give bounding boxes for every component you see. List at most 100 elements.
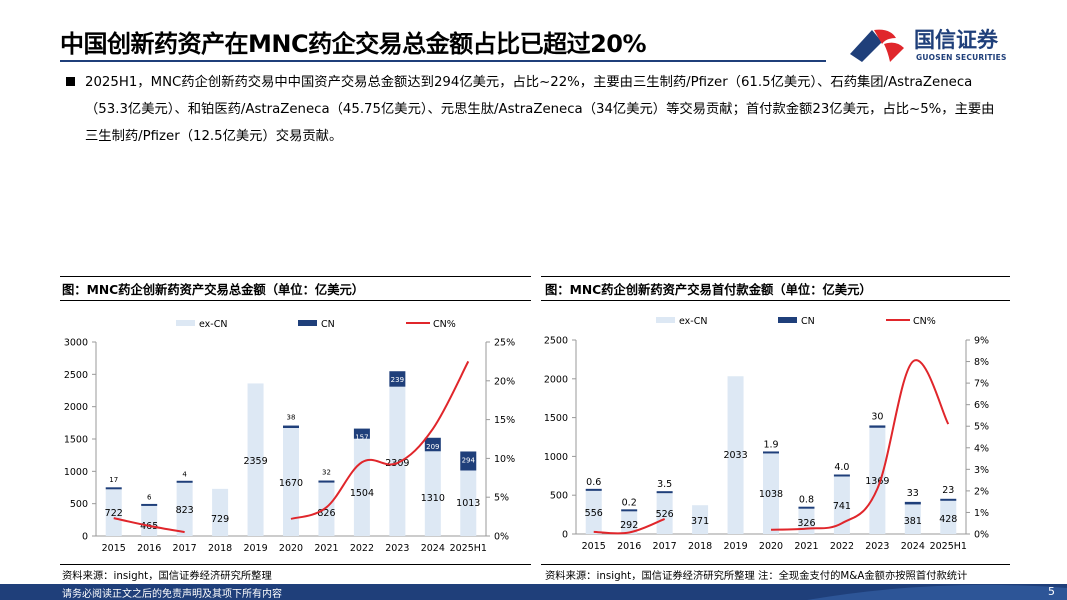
y2-tick-label: 10% (494, 454, 515, 465)
y2-tick-label: 7% (974, 379, 989, 390)
legend-label-cn: CN (321, 319, 335, 330)
bar-cn (798, 506, 815, 509)
bar-ex-cn (247, 383, 264, 536)
legend-swatch-cn (298, 320, 317, 326)
bar-cn (833, 474, 850, 477)
bar-ex-cn (692, 505, 709, 534)
data-label-cn: 17 (109, 476, 118, 484)
bar-ex-cn (656, 493, 673, 534)
bar-cn (424, 437, 441, 452)
y2-tick-label: 0% (974, 530, 989, 541)
logo-english-name: GUOSEN SECURITIES (916, 53, 1007, 62)
data-label-ex-cn: 823 (176, 505, 194, 516)
data-label-cn: 0.2 (622, 497, 637, 508)
title-divider (60, 60, 826, 62)
legend-label-cn: CN (801, 316, 815, 327)
bar-ex-cn (283, 428, 299, 536)
legend-label-ex-cn: ex-CN (679, 316, 707, 327)
bar-cn (460, 451, 477, 471)
data-label-cn: 0.6 (586, 477, 601, 488)
bar-ex-cn (105, 489, 122, 536)
data-label-cn: 1.9 (763, 439, 778, 450)
guosen-logo: 国信证券 GUOSEN SECURITIES (846, 24, 1016, 64)
legend-label-ex-cn: ex-CN (199, 319, 227, 330)
bar-cn (141, 503, 158, 506)
y-tick-label: 1000 (544, 452, 568, 463)
x-tick-label: 2022 (830, 541, 854, 552)
y2-tick-label: 5% (494, 493, 509, 504)
y-tick-label: 2000 (544, 374, 568, 385)
x-tick-label: 2023 (385, 543, 409, 554)
bar-ex-cn (424, 451, 441, 536)
bar-cn (585, 488, 602, 491)
right-chart-title: 图：MNC药企创新药资产交易首付款金额（单位：亿美元） (545, 283, 872, 297)
line-cn-pct (290, 360, 470, 520)
page-number: 5 (1048, 585, 1055, 598)
bar-ex-cn (318, 482, 335, 536)
y-tick-label: 1500 (64, 435, 88, 446)
y-tick-label: 2500 (64, 370, 88, 381)
x-tick-label: 2025H1 (930, 541, 967, 552)
data-label-cn: 239 (391, 376, 404, 384)
y2-tick-label: 25% (494, 338, 515, 349)
y2-tick-label: 2% (974, 486, 989, 497)
x-tick-label: 2025H1 (450, 543, 487, 554)
data-label-ex-cn: 1038 (759, 489, 783, 500)
left-source-rule (60, 564, 531, 565)
data-label-ex-cn: 381 (904, 516, 922, 527)
y2-tick-label: 9% (974, 336, 989, 347)
left-panel-title-rule (60, 300, 531, 301)
x-tick-label: 2018 (208, 543, 232, 554)
footer-arc-decoration (807, 584, 1067, 600)
y-tick-label: 500 (550, 491, 568, 502)
x-tick-label: 2024 (421, 543, 445, 554)
data-label-cn: 209 (426, 443, 439, 451)
bar-cn (353, 428, 370, 439)
bar-ex-cn (353, 438, 370, 536)
x-tick-label: 2016 (137, 543, 161, 554)
bar-cn (105, 487, 122, 490)
legend-label-cn-pct: CN% (433, 319, 456, 330)
data-label-ex-cn: 2033 (723, 450, 747, 461)
x-tick-label: 2019 (243, 543, 267, 554)
data-label-ex-cn: 826 (317, 508, 335, 519)
data-label-ex-cn: 729 (211, 514, 229, 525)
data-label-cn: 4 (182, 471, 187, 479)
data-label-ex-cn: 722 (105, 508, 123, 519)
x-tick-label: 2022 (350, 543, 374, 554)
data-label-ex-cn: 292 (620, 520, 638, 531)
y2-tick-label: 6% (974, 400, 989, 411)
data-label-ex-cn: 556 (585, 508, 603, 519)
total-deal-value-chart: ex-CN CN CN% 0 500 1000 1500 2000 2500 3000 0% 5% 10… (64, 319, 515, 554)
data-label-cn: 23 (942, 485, 954, 496)
bar-ex-cn (460, 470, 477, 536)
bar-ex-cn (763, 453, 779, 534)
data-label-cn: 157 (355, 434, 368, 442)
bar-ex-cn (389, 386, 406, 536)
bar-ex-cn (833, 476, 850, 534)
left-chart-source: 资料来源：insight，国信证券经济研究所整理 (62, 570, 272, 582)
right-chart: ex-CN CN CN% 0 500 1000 1500 2000 2500 0% 1% 2% 3% 4%… (534, 306, 1018, 564)
bar-ex-cn (585, 490, 602, 534)
x-tick-label: 2023 (865, 541, 889, 552)
x-tick-label: 2018 (688, 541, 712, 552)
legend-label-cn-pct: CN% (913, 316, 936, 327)
x-tick-label: 2015 (582, 541, 606, 552)
line-cn-pct (113, 517, 185, 534)
data-label-ex-cn: 428 (939, 514, 957, 525)
bar-cn (656, 491, 673, 494)
data-label-ex-cn: 741 (833, 501, 851, 512)
summary-text: 2025H1，MNC药企创新药交易中中国资产交易总金额达到294亿美元，占比~2… (85, 75, 995, 144)
left-chart: ex-CN CN CN% 0 500 1000 1500 2000 2500 3000 0% 5% 10… (54, 306, 538, 564)
x-tick-label: 2021 (794, 541, 818, 552)
y2-tick-label: 3% (974, 465, 989, 476)
data-label-cn: 6 (147, 494, 152, 502)
y2-tick-label: 8% (974, 357, 989, 368)
legend-swatch-ex-cn (176, 320, 195, 326)
data-label-cn: 32 (322, 469, 331, 477)
bar-cn (389, 371, 406, 387)
data-label-ex-cn: 1504 (350, 488, 374, 499)
legend-swatch-ex-cn (656, 317, 675, 323)
bar-ex-cn (141, 505, 158, 536)
summary-bullet: 2025H1，MNC药企创新药交易中中国资产交易总金额达到294亿美元，占比~2… (66, 69, 1006, 150)
